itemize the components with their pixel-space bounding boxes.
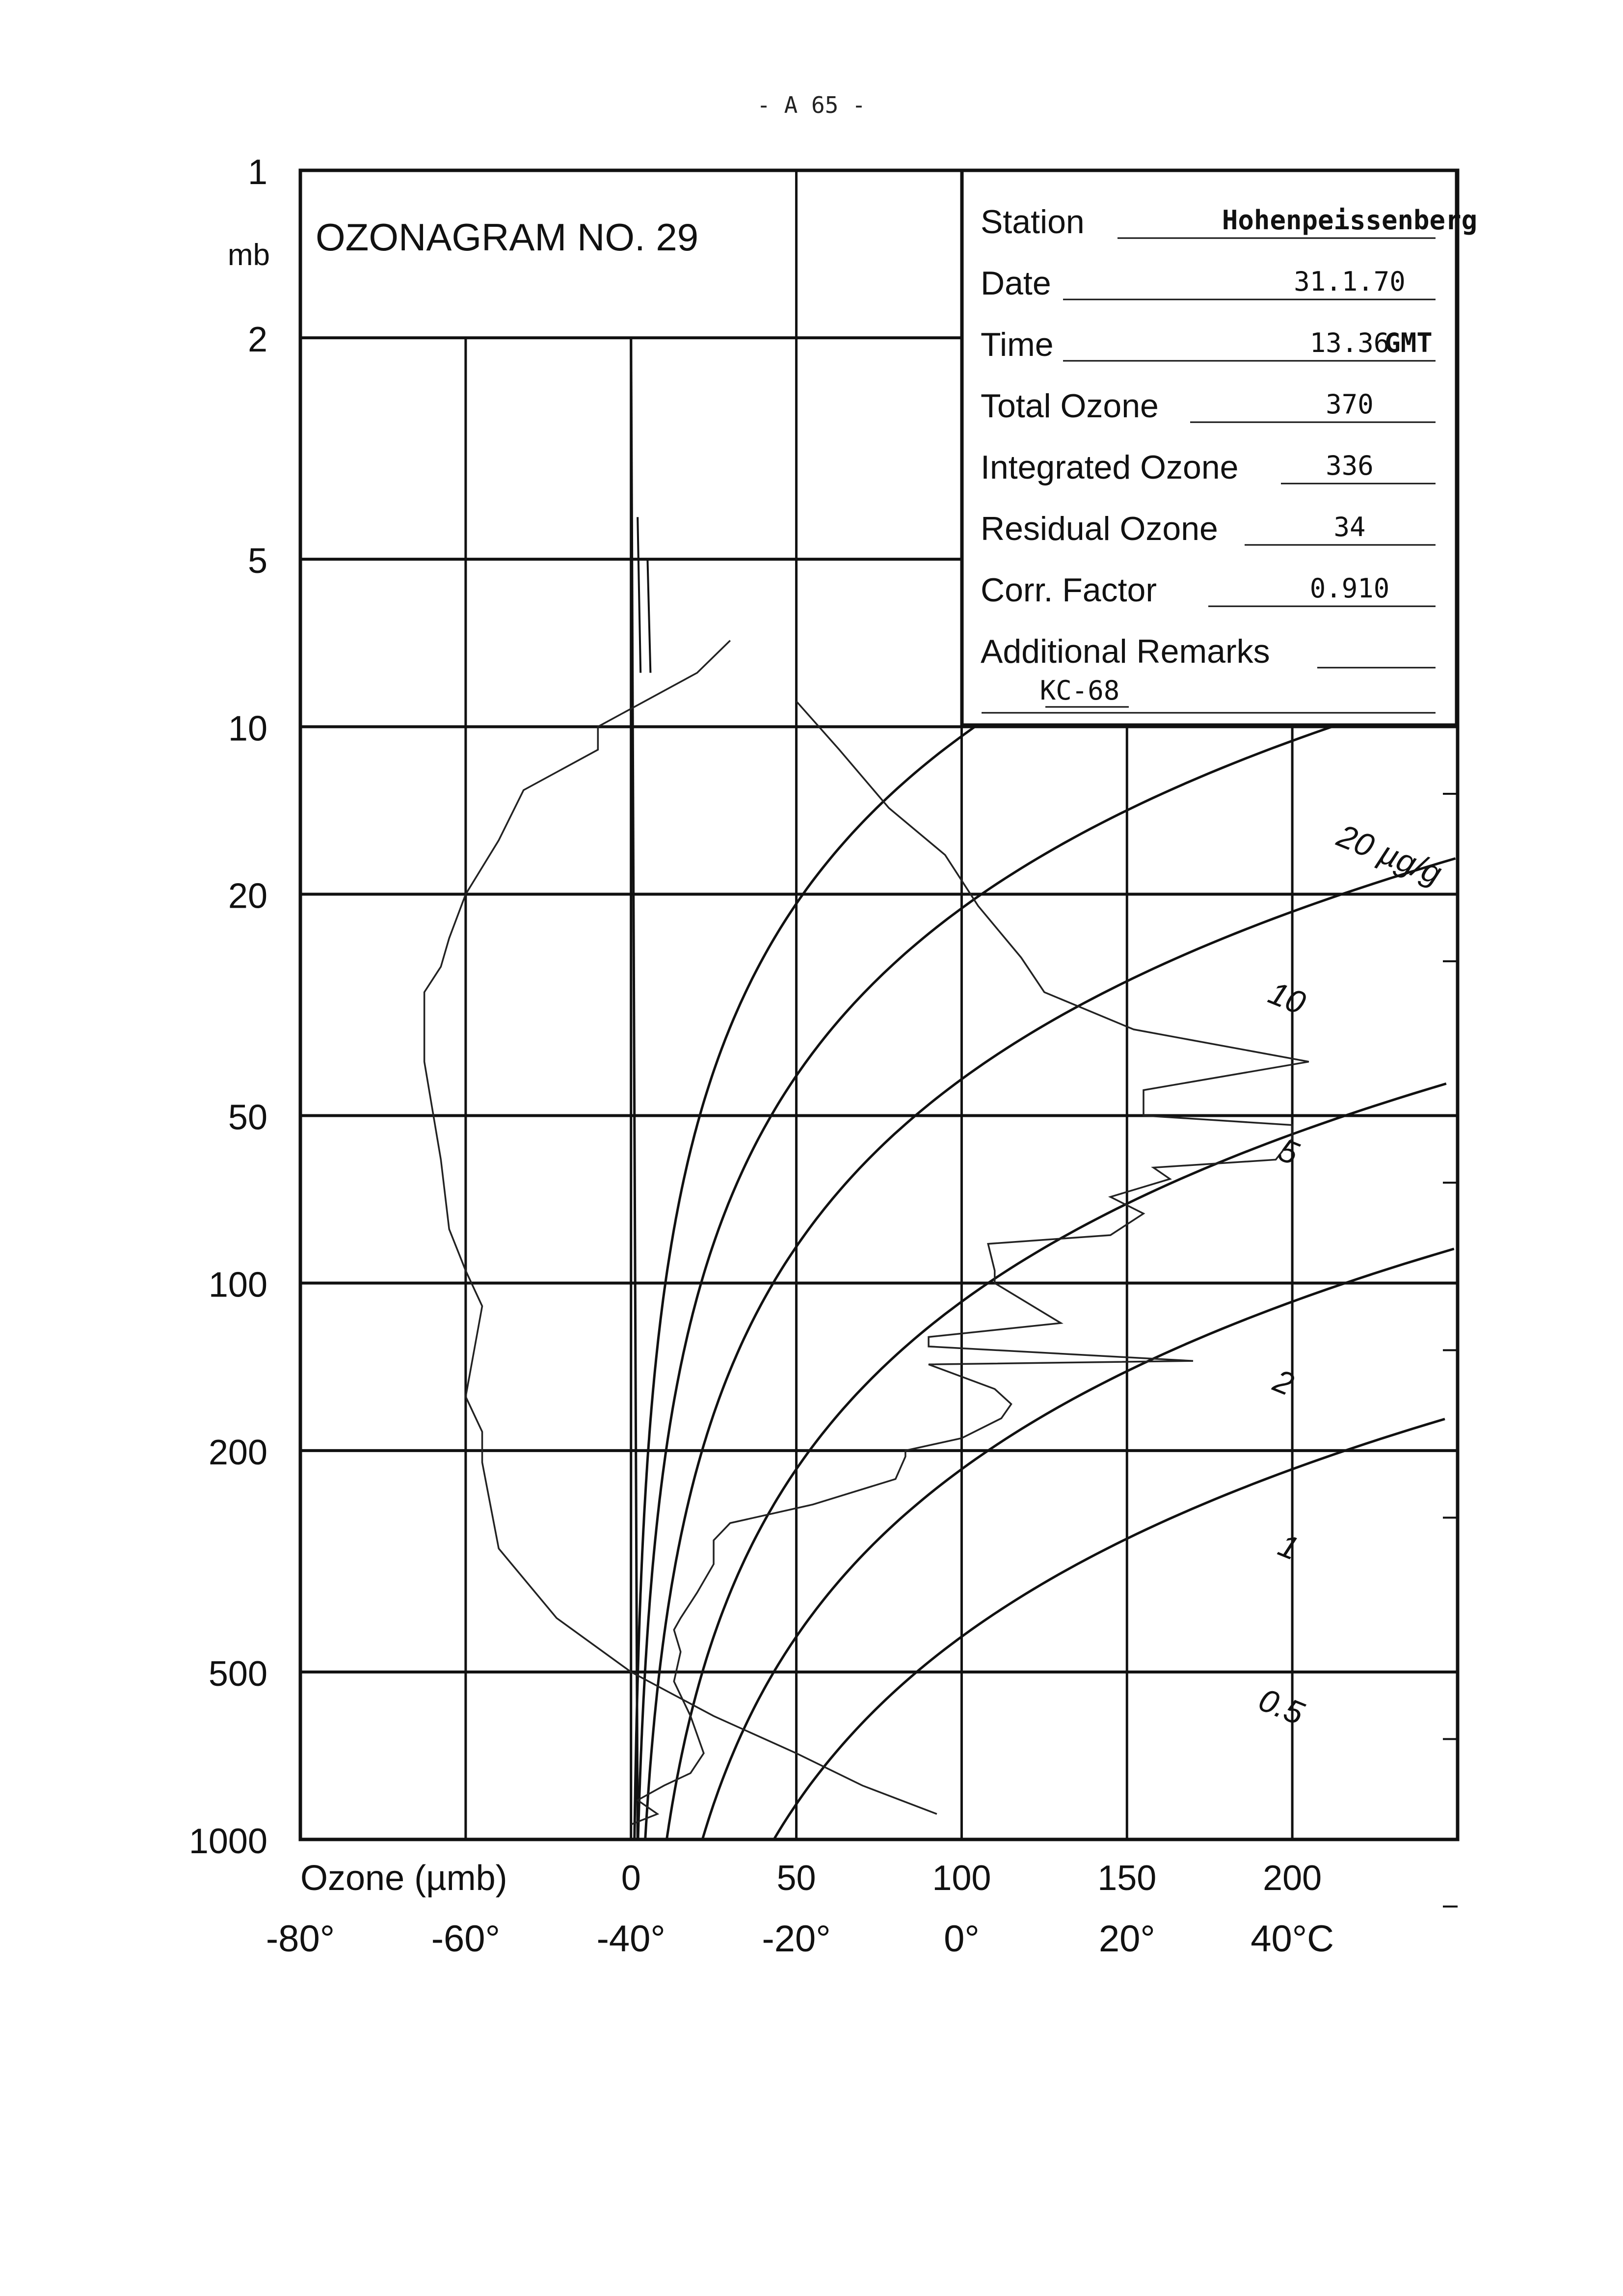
remark-value: KC-68 [1040, 675, 1120, 706]
x-temp-tick-label: -60° [431, 1918, 500, 1960]
mixing-ratio-curve-5 [665, 1082, 1447, 1840]
ozone-profile [631, 701, 1309, 1826]
x-ozone-tick-label: 100 [932, 1859, 991, 1898]
curve-labels: 0.5 1 2 5 10 20 µg/g [1254, 817, 1447, 1731]
x-ozone-tick-label: 150 [1097, 1859, 1156, 1898]
y-tick-label: 5 [248, 541, 267, 581]
x-temp-tick-label: -40° [597, 1918, 665, 1960]
y-tick-label: 1000 [189, 1822, 267, 1861]
x-temp-tick-label: 0° [944, 1918, 980, 1960]
info-label: Station [981, 203, 1085, 241]
short-curve [646, 559, 652, 673]
y-tick-label: 20 [228, 877, 267, 916]
info-value: Hohenpeissenberg [1222, 205, 1477, 236]
mixing-ratio-curve-0.5 [633, 516, 1447, 1840]
curve-label: 10 [1264, 974, 1311, 1021]
info-label: Residual Ozone [981, 510, 1218, 547]
x-ozone-tick-label: 0 [621, 1859, 641, 1898]
y-tick-label: 10 [228, 709, 267, 748]
y-tick-label: 200 [209, 1433, 267, 1472]
data-series [423, 640, 1309, 1826]
info-value: 336 [1326, 450, 1374, 481]
curve-0 [630, 338, 639, 1840]
x-temp-tick-label: -80° [266, 1918, 335, 1960]
info-label: Corr. Factor [981, 571, 1157, 609]
plot-frame [298, 168, 1460, 1841]
curve-label: 2 [1268, 1362, 1299, 1403]
x-temp-tick-label: -20° [762, 1918, 830, 1960]
info-value: 370 [1326, 389, 1374, 420]
x-temp-tick-label: 40°C [1251, 1918, 1334, 1960]
x-temp-tick-label: 20° [1099, 1918, 1155, 1960]
curve-label: 0.5 [1254, 1681, 1309, 1731]
mixing-ratio-curves [630, 338, 1456, 1840]
y-axis-unit: mb [228, 238, 270, 272]
info-label: Time [981, 326, 1054, 363]
info-label: Date [981, 265, 1051, 302]
mixing-ratio-curve-20 [772, 1418, 1445, 1840]
y-tick-label: 1 [248, 153, 267, 192]
page-header: - A 65 - [757, 92, 866, 118]
y-tick-label: 2 [248, 320, 267, 359]
short-curve [637, 517, 642, 673]
info-value: 34 [1333, 512, 1365, 542]
chart-title: OZONAGRAM NO. 29 [316, 216, 698, 259]
x-axis-ozone-label: Ozone (µmb) [300, 1859, 507, 1898]
info-value: 0.910 [1310, 573, 1390, 604]
info-panel [960, 168, 1459, 727]
info-suffix: GMT [1384, 327, 1433, 358]
info-label: Additional Remarks [981, 633, 1270, 670]
x-ozone-tick-label: 200 [1263, 1859, 1322, 1898]
info-value: 31.1.70 [1294, 266, 1406, 297]
x-ozone-tick-label: 50 [777, 1859, 816, 1898]
curve-label: 1 [1274, 1526, 1304, 1567]
mixing-ratio-curve-2 [644, 857, 1456, 1840]
mixing-ratio-curve-1 [637, 687, 1454, 1840]
info-panel-rows: Station Hohenpeissenberg Date 31.1.70 Time 13… [981, 203, 1477, 714]
y-tick-label: 500 [209, 1654, 267, 1694]
temperature-profile [423, 640, 937, 1815]
curve-label: 20 µg/g [1332, 817, 1447, 891]
info-value: 13.36 [1310, 327, 1390, 358]
mixing-ratio-curve-10 [701, 1247, 1455, 1840]
y-tick-label: 50 [228, 1098, 267, 1137]
y-tick-label: 100 [209, 1266, 267, 1305]
info-label: Total Ozone [981, 387, 1159, 425]
curve-label: 5 [1274, 1131, 1304, 1171]
info-label: Integrated Ozone [981, 449, 1238, 486]
